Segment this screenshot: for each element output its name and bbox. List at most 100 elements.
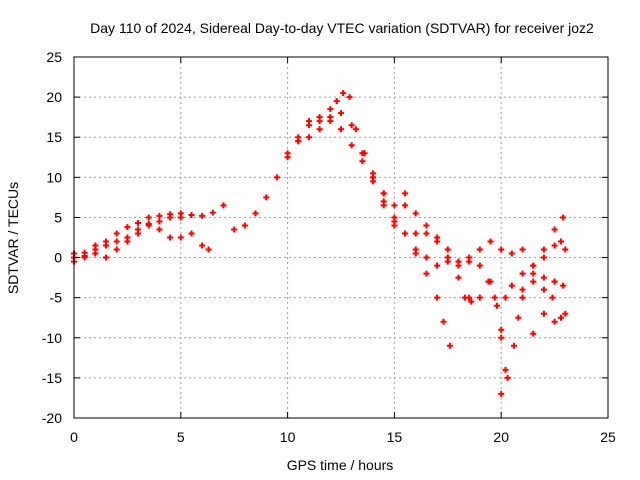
y-tick-label: -5 xyxy=(50,290,63,306)
x-tick-label: 15 xyxy=(387,429,403,445)
data-point xyxy=(476,294,483,301)
data-point xyxy=(549,294,556,301)
data-point xyxy=(81,252,88,259)
y-tick-labels: -20 -15 -10 -5 0 5 10 15 20 25 xyxy=(42,49,62,426)
data-point xyxy=(502,294,509,301)
data-point xyxy=(113,238,120,245)
data-point xyxy=(348,122,355,129)
data-point xyxy=(511,342,518,349)
data-series xyxy=(71,220,184,261)
data-point xyxy=(508,282,515,289)
data-point xyxy=(156,226,163,233)
data-point xyxy=(380,190,387,197)
data-point xyxy=(412,210,419,217)
data-point xyxy=(540,310,547,317)
data-point xyxy=(466,258,473,265)
data-point xyxy=(316,126,323,133)
data-point xyxy=(508,250,515,257)
data-point xyxy=(498,326,505,333)
data-point xyxy=(560,282,567,289)
data-point xyxy=(434,294,441,301)
data-point xyxy=(423,230,430,237)
data-point xyxy=(103,242,110,249)
data-point xyxy=(113,246,120,253)
x-tick-label: 10 xyxy=(280,429,296,445)
y-axis-label: SDTVAR / TECUs xyxy=(5,182,21,294)
data-point xyxy=(113,230,120,237)
data-point xyxy=(346,94,353,101)
data-series xyxy=(71,214,212,265)
data-point xyxy=(562,310,569,317)
data-point xyxy=(558,314,565,321)
data-point xyxy=(485,278,492,285)
data-point xyxy=(205,246,212,253)
data-point xyxy=(124,224,131,231)
data-series xyxy=(498,246,567,289)
data-point xyxy=(540,286,547,293)
data-point xyxy=(491,294,498,301)
data-point xyxy=(498,246,505,253)
data-point xyxy=(135,220,142,227)
data-point xyxy=(273,174,280,181)
data-point xyxy=(252,210,259,217)
data-point xyxy=(519,294,526,301)
data-series xyxy=(551,310,569,325)
data-point xyxy=(412,230,419,237)
plot-frame xyxy=(73,56,609,419)
data-point xyxy=(423,254,430,261)
data-point xyxy=(444,254,451,261)
data-point xyxy=(241,222,248,229)
data-point xyxy=(156,212,163,219)
data-point xyxy=(530,262,537,269)
data-point xyxy=(188,212,195,219)
data-point xyxy=(391,202,398,209)
data-point xyxy=(231,226,238,233)
data-point xyxy=(468,298,475,305)
data-point xyxy=(560,214,567,221)
data-point xyxy=(476,246,483,253)
y-tick-label: -10 xyxy=(42,330,62,346)
data-point xyxy=(135,226,142,233)
x-tick-label: 25 xyxy=(600,429,616,445)
data-point xyxy=(519,246,526,253)
data-point xyxy=(551,242,558,249)
data-point xyxy=(440,318,447,325)
data-point xyxy=(402,230,409,237)
x-tick-label: 20 xyxy=(493,429,509,445)
x-axis-label: GPS time / hours xyxy=(287,457,394,473)
data-point xyxy=(434,262,441,269)
data-point xyxy=(188,230,195,237)
data-point xyxy=(562,246,569,253)
grid-lines xyxy=(74,57,608,418)
chart-title: Day 110 of 2024, Sidereal Day-to-day VTE… xyxy=(90,20,594,36)
data-point xyxy=(391,218,398,225)
data-series xyxy=(498,278,558,397)
data-point xyxy=(423,222,430,229)
data-point xyxy=(455,262,462,269)
data-point xyxy=(220,202,227,209)
y-tick-label: 5 xyxy=(54,209,62,225)
data-point xyxy=(348,142,355,149)
data-point xyxy=(402,202,409,209)
data-point xyxy=(402,190,409,197)
data-point xyxy=(167,214,174,221)
data-point xyxy=(540,246,547,253)
data-point xyxy=(333,98,340,105)
data-point xyxy=(476,262,483,269)
data-series xyxy=(370,174,473,301)
data-series xyxy=(530,238,565,337)
y-tick-label: -20 xyxy=(42,410,62,426)
data-point xyxy=(434,234,441,241)
data-point xyxy=(352,126,359,133)
data-point xyxy=(199,242,206,249)
data-point xyxy=(284,150,291,157)
data-point xyxy=(504,374,511,381)
data-point xyxy=(177,234,184,241)
data-point xyxy=(493,302,500,309)
axis-ticks xyxy=(73,56,609,419)
data-point xyxy=(305,118,312,125)
data-point xyxy=(530,278,537,285)
x-tick-label: 0 xyxy=(70,429,78,445)
data-point xyxy=(380,198,387,205)
data-series xyxy=(444,254,509,373)
